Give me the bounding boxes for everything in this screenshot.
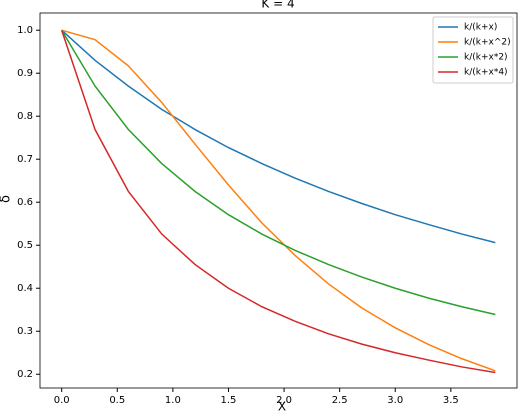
y-tick-label: 0.2 <box>17 369 33 380</box>
y-tick-label: 0.5 <box>17 240 33 251</box>
legend-label: k/(k+x*4) <box>464 68 508 78</box>
x-tick-label: 3.0 <box>387 395 403 406</box>
line <box>61 29 496 244</box>
x-tick-label: 2.5 <box>332 395 348 406</box>
x-tick-label: 1.0 <box>165 395 181 406</box>
y-tick-label: 0.4 <box>17 283 33 294</box>
legend-label: k/(k+x) <box>464 23 497 33</box>
y-tick-label: 1.0 <box>17 25 33 36</box>
x-tick-label: 2.0 <box>276 395 292 406</box>
y-tick-label: 0.6 <box>17 197 33 208</box>
line <box>61 29 496 372</box>
y-axis-label: δ <box>0 195 14 203</box>
line <box>60 29 496 374</box>
y-tick-label: 0.8 <box>17 111 33 122</box>
line <box>61 29 496 316</box>
y-tick-label: 0.3 <box>17 326 33 337</box>
legend-box <box>432 16 514 84</box>
x-tick-label: 0.0 <box>54 395 70 406</box>
x-tick-label: 1.5 <box>221 395 237 406</box>
x-tick-label: 3.5 <box>443 395 459 406</box>
y-tick-label: 0.7 <box>17 154 33 165</box>
legend-label: k/(k+x^2) <box>464 38 511 48</box>
legend-label: k/(k+x*2) <box>464 53 508 63</box>
x-tick-label: 0.5 <box>109 395 125 406</box>
plot-frame <box>39 12 518 389</box>
chart-title: K = 4 <box>261 0 294 11</box>
y-tick-label: 0.9 <box>17 68 33 79</box>
x-axis-label: X <box>278 400 286 414</box>
